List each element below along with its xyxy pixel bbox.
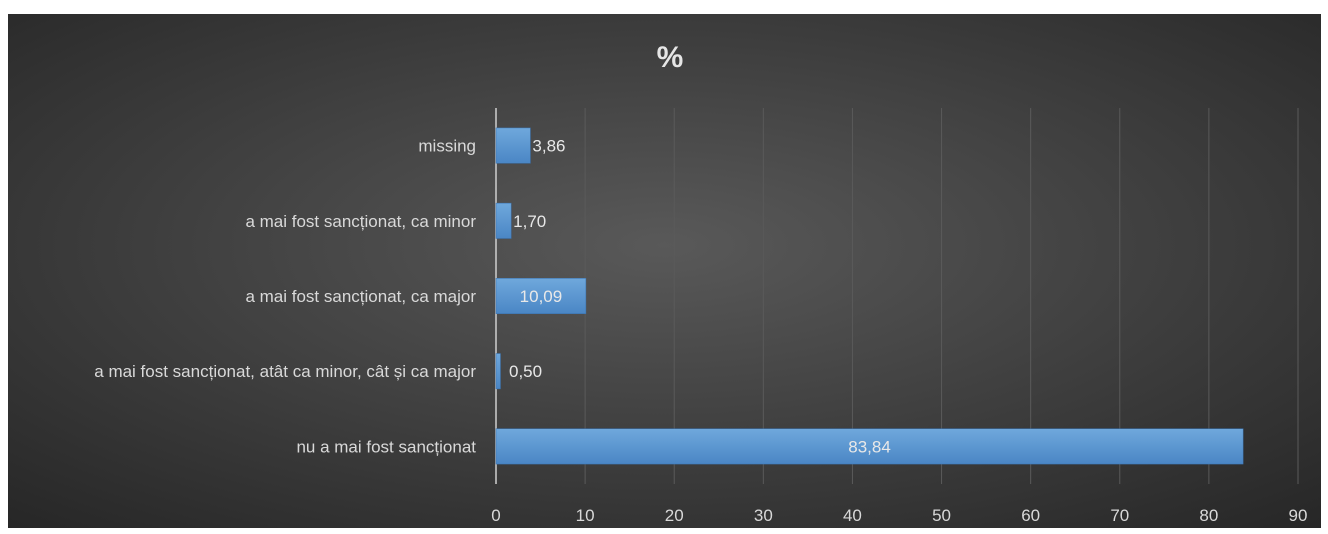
x-tick-label: 90 — [1289, 506, 1308, 525]
x-tick-label: 10 — [576, 506, 595, 525]
bar — [495, 278, 587, 314]
x-tick-label: 0 — [491, 506, 500, 525]
data-label: 3,86 — [532, 137, 565, 156]
category-label: nu a mai fost sancționat — [296, 437, 476, 456]
category-label: a mai fost sancționat, ca major — [245, 287, 476, 306]
x-axis-tick-labels: 0 10 20 30 40 50 60 70 80 90 — [491, 506, 1307, 525]
data-label: 10,09 — [520, 287, 563, 306]
bars: 3,86 1,70 10,09 0,50 83,84 — [495, 127, 1244, 465]
x-tick-label: 80 — [1199, 506, 1218, 525]
data-label: 83,84 — [848, 437, 891, 456]
x-tick-label: 70 — [1110, 506, 1129, 525]
bar — [495, 428, 1244, 465]
x-tick-label: 40 — [843, 506, 862, 525]
x-tick-label: 50 — [932, 506, 951, 525]
x-tick-label: 30 — [754, 506, 773, 525]
x-tick-label: 60 — [1021, 506, 1040, 525]
bar — [495, 353, 501, 390]
chart-title: % — [657, 41, 684, 74]
bar — [495, 127, 531, 164]
category-labels: missing a mai fost sancționat, ca minor a … — [94, 137, 476, 457]
category-label: a mai fost sancționat, ca minor — [245, 212, 476, 231]
category-label: a mai fost sancționat, atât ca minor, câ… — [94, 362, 476, 381]
category-label: missing — [418, 137, 476, 156]
x-tick-label: 20 — [665, 506, 684, 525]
bar — [495, 202, 512, 239]
data-label: 0,50 — [509, 362, 542, 381]
data-label: 1,70 — [513, 212, 546, 231]
